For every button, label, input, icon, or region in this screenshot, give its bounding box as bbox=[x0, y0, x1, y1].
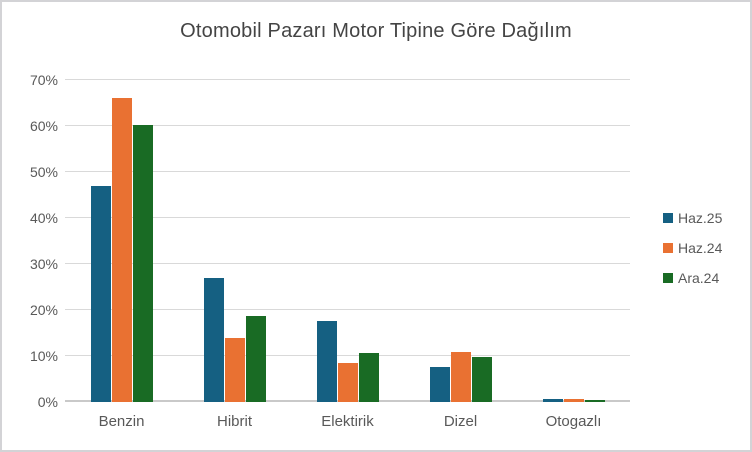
legend-label: Haz.24 bbox=[678, 240, 723, 256]
x-axis: Benzin Hibrit Elektirik Dizel Otogazlı bbox=[65, 413, 630, 430]
y-axis-tick-label-70: 70% bbox=[29, 72, 58, 88]
bar-group-hibrit bbox=[178, 80, 291, 402]
legend-label: Haz.25 bbox=[678, 210, 723, 226]
bar-ara-24-otogazl-[interactable] bbox=[584, 399, 605, 402]
bar-groups bbox=[65, 80, 630, 402]
y-axis-tick-label-0: 0% bbox=[37, 394, 58, 410]
bar-group-elektirik bbox=[291, 80, 404, 402]
legend-swatch-icon bbox=[663, 273, 673, 283]
bar-haz-25-elektirik[interactable] bbox=[316, 321, 337, 402]
legend-item-ara-24[interactable]: Ara.24 bbox=[663, 270, 722, 286]
x-axis-category-label-benzin: Benzin bbox=[98, 413, 145, 430]
gridline-20% bbox=[65, 309, 630, 310]
legend-item-haz-24[interactable]: Haz.24 bbox=[663, 240, 722, 256]
chart-title: Otomobil Pazarı Motor Tipine Göre Dağılı… bbox=[180, 20, 572, 42]
gridline-60% bbox=[65, 125, 630, 126]
legend: Haz.25 Haz.24 Ara.24 bbox=[663, 210, 722, 286]
bar-group-benzin bbox=[65, 80, 178, 402]
y-axis-tick-label-40: 40% bbox=[29, 210, 58, 226]
bar-group-dizel bbox=[404, 80, 517, 402]
bar-group-otogazl- bbox=[517, 80, 630, 402]
bar-haz-25-otogazl-[interactable] bbox=[542, 398, 563, 402]
bar-ara-24-benzin[interactable] bbox=[132, 125, 153, 402]
bar-ara-24-dizel[interactable] bbox=[471, 356, 492, 402]
bar-haz-24-benzin[interactable] bbox=[111, 98, 132, 402]
legend-item-haz-25[interactable]: Haz.25 bbox=[663, 210, 722, 226]
x-axis-category-label-hibrit: Hibrit bbox=[216, 413, 252, 430]
gridline-10% bbox=[65, 355, 630, 356]
x-axis-category-label-elektirik: Elektirik bbox=[321, 413, 374, 430]
plot-area bbox=[65, 79, 630, 402]
x-axis-category-label-otogazl-: Otogazlı bbox=[545, 413, 602, 430]
bar-haz-25-dizel[interactable] bbox=[429, 366, 450, 402]
gridline-50% bbox=[65, 171, 630, 172]
legend-label: Ara.24 bbox=[678, 270, 720, 286]
y-axis: 0% 10% 20% 30% 40% 50% 60% 70% bbox=[2, 72, 58, 410]
bar-haz-24-hibrit[interactable] bbox=[224, 338, 245, 402]
bar-haz-24-otogazl-[interactable] bbox=[563, 398, 584, 402]
bar-haz-25-hibrit[interactable] bbox=[203, 278, 224, 402]
bar-ara-24-hibrit[interactable] bbox=[245, 315, 266, 402]
legend-swatch-icon bbox=[663, 243, 673, 253]
legend-swatch-icon bbox=[663, 213, 673, 223]
y-axis-tick-label-60: 60% bbox=[29, 118, 58, 134]
y-axis-tick-label-20: 20% bbox=[29, 302, 58, 318]
bar-haz-25-benzin[interactable] bbox=[90, 185, 111, 402]
x-axis-category-label-dizel: Dizel bbox=[443, 413, 478, 430]
y-axis-tick-label-50: 50% bbox=[29, 164, 58, 180]
bar-haz-24-dizel[interactable] bbox=[450, 352, 471, 402]
gridline-70% bbox=[65, 79, 630, 80]
y-axis-tick-label-10: 10% bbox=[29, 348, 58, 364]
bar-ara-24-elektirik[interactable] bbox=[358, 352, 379, 402]
y-axis-tick-label-30: 30% bbox=[29, 256, 58, 272]
gridline-40% bbox=[65, 217, 630, 218]
bar-haz-24-elektirik[interactable] bbox=[337, 362, 358, 402]
gridline-30% bbox=[65, 263, 630, 264]
